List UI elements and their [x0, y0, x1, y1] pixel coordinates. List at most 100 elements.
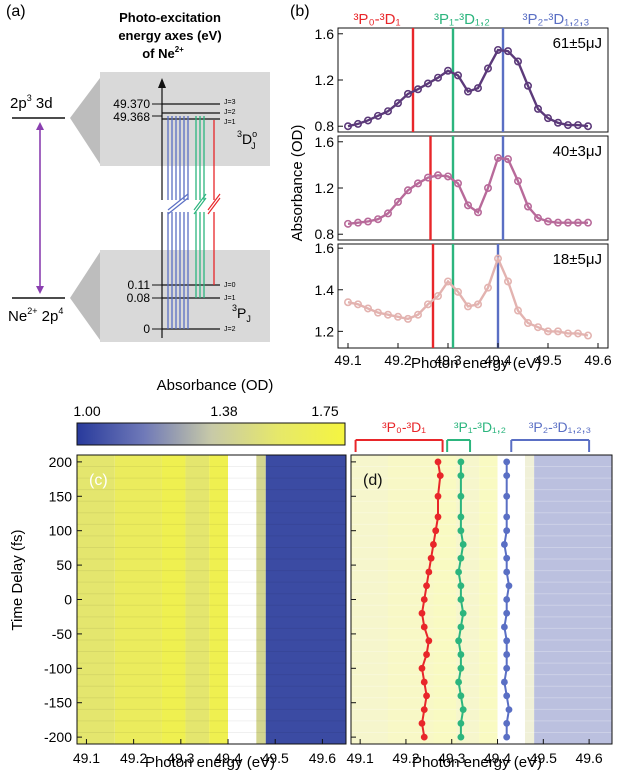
series-point: [418, 719, 426, 727]
series-point: [503, 664, 511, 672]
panel-b-subplot-2: 0.8 1.2 1.6 40±3μJ: [315, 134, 609, 242]
data-point: [403, 186, 412, 195]
x-tick-label: 49.4: [484, 352, 511, 368]
panel-a-title-line2: energy axes (eV): [118, 28, 221, 43]
series-point: [423, 651, 430, 658]
y-tick-label: 0.8: [315, 118, 335, 134]
data-point: [513, 306, 522, 315]
panel-d-plot: ³P₀-³D₁ ³P₁-³D₁,₂ ³P₂-³D₁,₂,₃ 49.1 49.2 49.3 4…: [347, 419, 613, 766]
data-point: [453, 287, 462, 296]
series-point: [503, 527, 511, 535]
data-point: [503, 47, 512, 56]
series-point: [457, 733, 465, 741]
series-point: [432, 527, 440, 535]
data-point: [463, 87, 472, 96]
series-point: [423, 582, 430, 590]
series-point: [505, 706, 513, 713]
heatmap-band: [351, 455, 388, 744]
series-point: [423, 692, 430, 700]
colorbar-tick-3: 1.75: [311, 403, 338, 419]
data-point: [403, 89, 412, 98]
upper-term-symbol: 3Do J: [237, 129, 257, 151]
series-point: [457, 596, 465, 603]
heatmap-band: [265, 455, 346, 744]
x-tick-label: 49.1: [347, 750, 374, 766]
heatmap-band: [228, 455, 257, 744]
axis-break: [160, 193, 221, 215]
series-point: [430, 541, 437, 548]
series-point: [503, 651, 511, 658]
data-point: [413, 179, 422, 188]
heatmap-band: [433, 455, 457, 744]
y-tick-label: 150: [49, 488, 73, 504]
power-annotation: 61±5μJ: [553, 35, 602, 52]
data-point: [473, 84, 482, 93]
data-point: [553, 218, 562, 227]
data-point: [403, 314, 412, 323]
data-point: [543, 114, 552, 123]
data-point: [363, 304, 372, 313]
data-point: [373, 308, 382, 317]
panel-d: ³P₀-³D₁ ³P₁-³D₁,₂ ³P₂-³D₁,₂,₃ 49.1 49.2 49.3 4…: [347, 419, 613, 771]
colorbar-tick-1: 1.00: [73, 403, 100, 419]
y-tick-label: 1.2: [315, 72, 335, 88]
power-annotation: 18±5μJ: [553, 251, 602, 268]
colorbar-gradient: [76, 422, 346, 446]
fit-line: [347, 255, 589, 337]
series-point: [425, 568, 433, 576]
series-point: [500, 541, 508, 548]
panel-c-xlabel: Photon energy (eV): [145, 754, 275, 771]
panel-b-plots: 0.81.21.661±5μJ0.81.21.640±3μJ1.21.41.61…: [315, 26, 612, 368]
data-point: [343, 122, 352, 131]
data-point: [443, 66, 452, 75]
heatmap-band: [185, 455, 210, 744]
y-tick-label: 1.6: [315, 26, 335, 42]
data-point: [473, 300, 482, 309]
series-point: [418, 664, 426, 672]
series-point: [503, 492, 511, 500]
series-point: [503, 554, 511, 562]
data-point: [513, 57, 522, 66]
x-tick-label: 49.2: [384, 352, 411, 368]
panel-d-label: (d): [363, 472, 383, 489]
data-point: [383, 107, 392, 116]
data-point: [573, 218, 582, 227]
data-point: [433, 171, 442, 180]
series-point: [503, 458, 511, 466]
lower-j0-label: J=0: [224, 282, 236, 289]
bracket-label: ³P₂-³D₁,₂,₃: [529, 419, 592, 435]
data-point: [353, 119, 362, 128]
series-point: [503, 568, 511, 576]
colorbar-tick-2: 1.38: [210, 403, 237, 419]
lower-value-2: 0.08: [127, 291, 151, 305]
panel-b-xlabel: Photon energy (eV): [411, 355, 541, 372]
data-point: [523, 319, 532, 328]
data-point: [513, 177, 522, 186]
data-point: [433, 73, 442, 82]
series-point: [500, 678, 508, 686]
data-point: [393, 312, 402, 321]
x-tick-label: 49.6: [575, 750, 602, 766]
series-point: [503, 596, 511, 603]
y-tick-label: 1.2: [315, 180, 335, 196]
data-point: [453, 71, 462, 80]
upper-config-label: 2p3 3d: [10, 93, 53, 112]
data-point: [453, 179, 462, 188]
upper-value-2: 49.368: [113, 110, 150, 124]
upper-zoom-wedge: [70, 78, 100, 164]
colorbar-title: Absorbance (OD): [157, 377, 274, 394]
fit-line: [347, 156, 588, 225]
data-point: [423, 173, 432, 182]
y-tick-label: -150: [44, 695, 72, 711]
series-point: [459, 541, 467, 548]
x-tick-label: 49.3: [167, 750, 194, 766]
x-tick-label: 49.3: [434, 352, 461, 368]
data-point: [343, 298, 352, 307]
series-point: [503, 609, 511, 617]
series-point: [457, 623, 465, 631]
data-point: [563, 218, 572, 227]
data-point: [503, 277, 512, 286]
data-point: [573, 121, 582, 130]
series-point: [434, 492, 442, 500]
data-point: [583, 331, 592, 340]
